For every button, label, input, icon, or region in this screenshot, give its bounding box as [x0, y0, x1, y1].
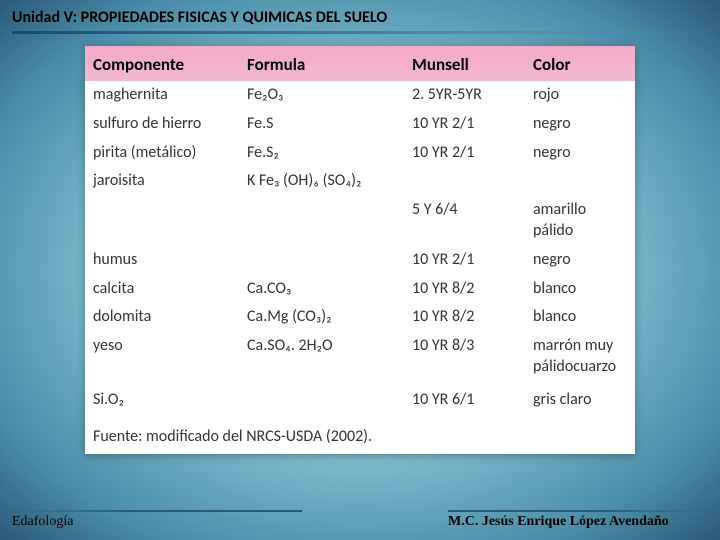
footer-left: Edafología — [12, 510, 302, 530]
table-row: calcita Ca.CO₃ 10 YR 8/2 blanco — [85, 275, 635, 304]
cell-formula — [239, 382, 404, 415]
cell-formula: Ca.CO₃ — [239, 275, 404, 304]
cell-munsell: 10 YR 8/3 — [404, 332, 525, 382]
cell-componente: calcita — [85, 275, 239, 304]
col-munsell: Munsell — [404, 46, 525, 81]
cell-componente: yeso — [85, 332, 239, 382]
cell-color: negro — [525, 246, 635, 275]
cell-color: marrón muy pálidocuarzo — [525, 332, 635, 382]
cell-munsell: 2. 5YR-5YR — [404, 81, 525, 110]
cell-color: negro — [525, 110, 635, 139]
title-underline — [12, 31, 708, 34]
table-row: maghernita Fe₂O₃ 2. 5YR-5YR rojo — [85, 81, 635, 110]
cell-formula: Fe.S — [239, 110, 404, 139]
cell-componente: maghernita — [85, 81, 239, 110]
footer-right: M.C. Jesús Enrique López Avendaño — [448, 510, 708, 530]
cell-formula: K Fe₃ (OH)₆ (SO₄)₂ — [239, 167, 635, 196]
table-footnote: Fuente: modificado del NRCS-USDA (2002). — [85, 415, 635, 454]
slide-title: Unidad V: PROPIEDADES FISICAS Y QUIMICAS… — [0, 0, 720, 31]
cell-formula: Ca.SO₄. 2H₂O — [239, 332, 404, 382]
table-header-row: Componente Formula Munsell Color — [85, 46, 635, 81]
cell-componente: pirita (metálico) — [85, 139, 239, 168]
cell-componente: humus — [85, 246, 239, 275]
cell-formula: Fe₂O₃ — [239, 81, 404, 110]
table-row: Si.O₂ 10 YR 6/1 gris claro — [85, 382, 635, 415]
cell-munsell: 10 YR 8/2 — [404, 303, 525, 332]
table-row: pirita (metálico) Fe.S₂ 10 YR 2/1 negro — [85, 139, 635, 168]
cell-color: rojo — [525, 81, 635, 110]
table-row: humus 10 YR 2/1 negro — [85, 246, 635, 275]
cell-componente — [85, 196, 239, 246]
cell-componente: Si.O₂ — [85, 382, 239, 415]
cell-formula — [239, 196, 404, 246]
cell-color: blanco — [525, 303, 635, 332]
cell-munsell: 10 YR 2/1 — [404, 110, 525, 139]
table-row: 5 Y 6/4 amarillo pálido — [85, 196, 635, 246]
cell-componente: dolomita — [85, 303, 239, 332]
col-color: Color — [525, 46, 635, 81]
cell-componente: sulfuro de hierro — [85, 110, 239, 139]
cell-munsell: 5 Y 6/4 — [404, 196, 525, 246]
footer-right-text: M.C. Jesús Enrique López Avendaño — [448, 514, 669, 529]
cell-formula: Fe.S₂ — [239, 139, 404, 168]
table-body: maghernita Fe₂O₃ 2. 5YR-5YR rojo sulfuro… — [85, 81, 635, 415]
cell-color: gris claro — [525, 382, 635, 415]
footer-right-underline — [448, 510, 708, 512]
mineral-table-container: Componente Formula Munsell Color maghern… — [85, 46, 635, 454]
table-row: yeso Ca.SO₄. 2H₂O 10 YR 8/3 marrón muy p… — [85, 332, 635, 382]
footer-left-underline — [12, 510, 302, 512]
col-formula: Formula — [239, 46, 404, 81]
cell-formula: Ca.Mg (CO₃)₂ — [239, 303, 404, 332]
table-row: sulfuro de hierro Fe.S 10 YR 2/1 negro — [85, 110, 635, 139]
footer-left-text: Edafología — [12, 514, 73, 529]
cell-munsell: 10 YR 8/2 — [404, 275, 525, 304]
mineral-table: Componente Formula Munsell Color maghern… — [85, 46, 635, 415]
table-row: dolomita Ca.Mg (CO₃)₂ 10 YR 8/2 blanco — [85, 303, 635, 332]
cell-munsell: 10 YR 2/1 — [404, 139, 525, 168]
table-row: jaroisita K Fe₃ (OH)₆ (SO₄)₂ — [85, 167, 635, 196]
cell-color: negro — [525, 139, 635, 168]
col-componente: Componente — [85, 46, 239, 81]
cell-color: blanco — [525, 275, 635, 304]
cell-componente: jaroisita — [85, 167, 239, 196]
cell-munsell: 10 YR 6/1 — [404, 382, 525, 415]
cell-formula — [239, 246, 404, 275]
cell-color: amarillo pálido — [525, 196, 635, 246]
cell-munsell: 10 YR 2/1 — [404, 246, 525, 275]
